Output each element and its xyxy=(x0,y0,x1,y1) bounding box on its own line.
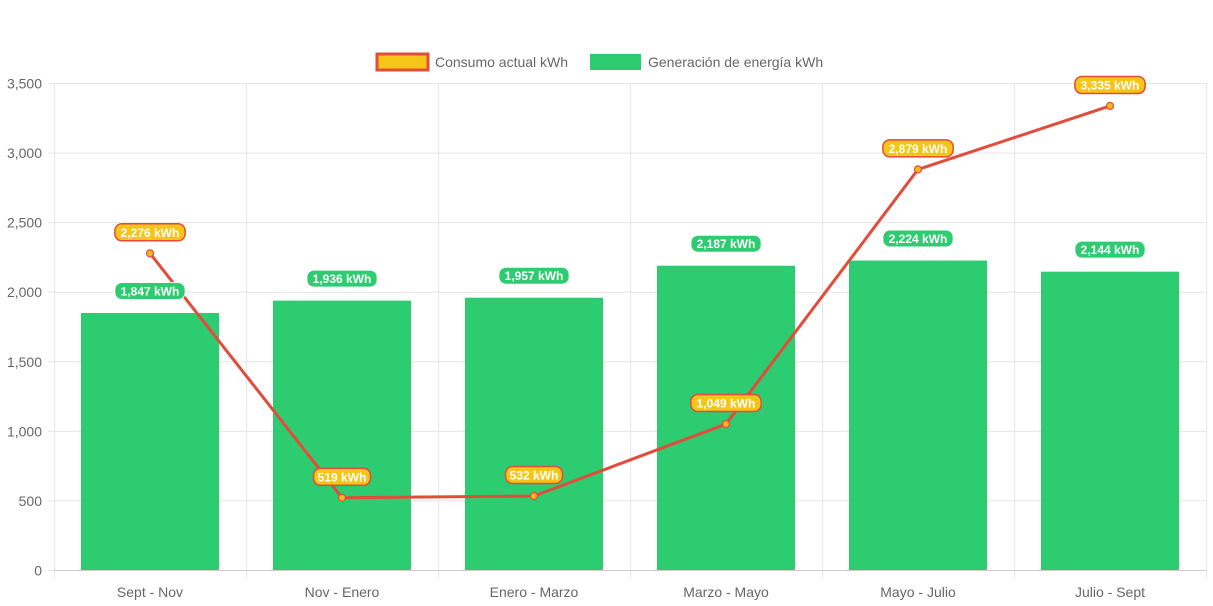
x-tick-label: Nov - Enero xyxy=(305,584,380,600)
legend-label: Generación de energía kWh xyxy=(648,54,823,70)
data-label-text: 2,879 kWh xyxy=(889,142,948,156)
data-label-text: 2,224 kWh xyxy=(889,232,948,246)
y-tick-label: 0 xyxy=(34,563,42,579)
line-series xyxy=(145,101,1115,502)
bar-data-label: 1,957 kWh xyxy=(498,266,570,285)
legend-swatch xyxy=(590,54,641,70)
y-tick-label: 500 xyxy=(19,493,43,509)
bar xyxy=(273,300,411,570)
grid-lines xyxy=(48,83,1207,578)
line-point xyxy=(529,491,539,501)
bar-series xyxy=(81,260,1179,570)
line-data-label: 532 kWh xyxy=(504,465,564,485)
data-label-bg xyxy=(114,282,186,301)
data-label-bg xyxy=(690,393,762,413)
data-label-text: 532 kWh xyxy=(510,468,559,482)
x-axis: Sept - Nov Nov - Enero Enero - Marzo Marzo … xyxy=(117,584,1145,600)
legend-item-consumo: Consumo actual kWh xyxy=(375,52,568,72)
data-label-bg xyxy=(312,467,372,487)
y-tick-label: 1,000 xyxy=(7,423,42,439)
y-tick-label: 3,500 xyxy=(7,76,42,92)
bar-data-label: 2,187 kWh xyxy=(690,234,762,253)
data-label-bg xyxy=(504,465,564,485)
bar xyxy=(1041,271,1179,570)
legend-label: Consumo actual kWh xyxy=(435,54,568,70)
bar-data-label: 2,144 kWh xyxy=(1074,240,1146,259)
line-point xyxy=(721,419,731,429)
bar xyxy=(657,265,795,570)
bar xyxy=(81,313,219,570)
x-tick-label: Enero - Marzo xyxy=(490,584,579,600)
bar-data-label: 1,936 kWh xyxy=(306,269,378,288)
data-label-text: 1,847 kWh xyxy=(121,285,180,299)
data-label-text: 519 kWh xyxy=(318,470,367,484)
data-labels: 1,847 kWh 1,936 kWh 1,957 kWh 2,187 kWh 2,22… xyxy=(114,75,1146,487)
legend: Consumo actual kWh Generación de energía … xyxy=(375,52,823,72)
x-tick-label: Marzo - Mayo xyxy=(683,584,769,600)
line-point xyxy=(337,493,347,502)
data-label-bg xyxy=(1074,240,1146,259)
series-line xyxy=(148,104,1111,500)
line-data-label: 1,049 kWh xyxy=(690,393,762,413)
bar-data-label: 1,847 kWh xyxy=(114,282,186,301)
line-data-label: 2,276 kWh xyxy=(114,223,186,242)
y-axis: 0 500 1,000 1,500 2,000 2,500 3,000 3,500 xyxy=(7,76,42,579)
legend-swatch xyxy=(375,52,430,72)
legend-item-generacion: Generación de energía kWh xyxy=(590,54,823,70)
line-point xyxy=(1105,101,1115,111)
data-label-bg xyxy=(114,223,186,242)
line-data-label: 3,335 kWh xyxy=(1074,75,1146,95)
data-label-text: 1,049 kWh xyxy=(697,397,756,411)
data-label-bg xyxy=(882,139,954,158)
bar xyxy=(849,260,987,570)
y-tick-label: 2,500 xyxy=(7,215,42,231)
y-tick-label: 1,500 xyxy=(7,354,42,370)
data-label-text: 1,936 kWh xyxy=(313,272,372,286)
bar xyxy=(465,297,603,570)
data-label-bg xyxy=(1074,75,1146,95)
y-tick-label: 2,000 xyxy=(7,284,42,300)
data-label-text: 2,276 kWh xyxy=(121,226,180,240)
data-label-text: 2,144 kWh xyxy=(1081,243,1140,257)
data-label-bg xyxy=(882,229,954,248)
line-data-label: 2,879 kWh xyxy=(882,139,954,158)
line-point xyxy=(913,165,923,174)
x-tick-label: Sept - Nov xyxy=(117,584,183,600)
x-tick-label: Julio - Sept xyxy=(1075,584,1145,600)
data-label-bg xyxy=(690,234,762,253)
data-label-bg xyxy=(306,269,378,288)
y-tick-label: 3,000 xyxy=(7,145,42,161)
data-label-text: 1,957 kWh xyxy=(505,269,564,283)
data-label-bg xyxy=(498,266,570,285)
data-label-text: 2,187 kWh xyxy=(697,237,756,251)
data-label-text: 3,335 kWh xyxy=(1081,78,1140,92)
line-data-label: 519 kWh xyxy=(312,467,372,487)
bar-data-label: 2,224 kWh xyxy=(882,229,954,248)
line-point xyxy=(145,249,155,258)
x-tick-label: Mayo - Julio xyxy=(880,584,956,600)
